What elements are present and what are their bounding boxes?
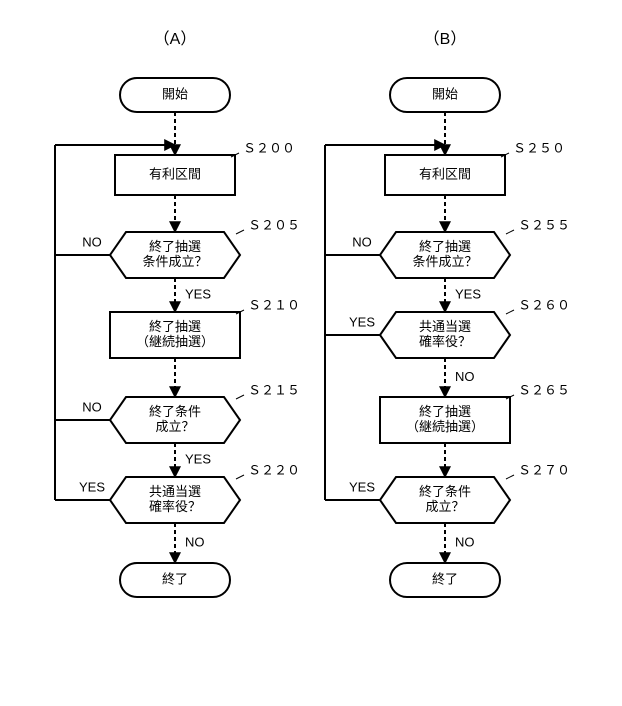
svg-text:YES: YES xyxy=(455,286,481,301)
svg-text:Ｓ２５５: Ｓ２５５ xyxy=(518,217,570,232)
svg-text:（継続抽選）: （継続抽選） xyxy=(406,419,484,434)
svg-text:確率役？: 確率役？ xyxy=(149,499,201,514)
svg-text:開始: 開始 xyxy=(432,86,458,101)
svg-text:有利区間: 有利区間 xyxy=(149,166,201,181)
svg-text:Ｓ２０５: Ｓ２０５ xyxy=(248,217,300,232)
svg-text:（継続抽選）: （継続抽選） xyxy=(136,334,214,349)
svg-text:Ｓ２６５: Ｓ２６５ xyxy=(518,382,570,397)
svg-text:Ｓ２６０: Ｓ２６０ xyxy=(518,297,570,312)
svg-text:YES: YES xyxy=(79,479,105,494)
svg-text:確率役？: 確率役？ xyxy=(419,334,471,349)
svg-text:（B）: （B） xyxy=(424,30,467,48)
svg-text:NO: NO xyxy=(455,369,475,384)
svg-text:YES: YES xyxy=(349,479,375,494)
svg-text:Ｓ２１０: Ｓ２１０ xyxy=(248,297,300,312)
svg-text:NO: NO xyxy=(455,534,475,549)
svg-text:NO: NO xyxy=(352,234,372,249)
svg-text:終了条件: 終了条件 xyxy=(149,404,201,419)
svg-text:YES: YES xyxy=(185,286,211,301)
svg-text:終了抽選: 終了抽選 xyxy=(149,319,201,334)
svg-text:条件成立？: 条件成立？ xyxy=(142,254,207,269)
svg-text:Ｓ２００: Ｓ２００ xyxy=(243,140,295,155)
svg-text:Ｓ２１５: Ｓ２１５ xyxy=(248,382,300,397)
svg-text:成立？: 成立？ xyxy=(425,499,464,514)
svg-text:終了抽選: 終了抽選 xyxy=(419,239,471,254)
svg-text:（A）: （A） xyxy=(154,30,197,48)
svg-text:有利区間: 有利区間 xyxy=(419,166,471,181)
svg-text:終了: 終了 xyxy=(432,571,458,586)
svg-text:開始: 開始 xyxy=(162,86,188,101)
svg-text:共通当選: 共通当選 xyxy=(149,484,201,499)
svg-text:Ｓ２２０: Ｓ２２０ xyxy=(248,462,300,477)
svg-text:Ｓ２５０: Ｓ２５０ xyxy=(513,140,565,155)
flowchart-canvas: （A）開始有利区間Ｓ２００終了抽選条件成立？Ｓ２０５終了抽選（継続抽選）Ｓ２１０… xyxy=(0,0,622,701)
svg-text:条件成立？: 条件成立？ xyxy=(412,254,477,269)
svg-text:YES: YES xyxy=(185,451,211,466)
svg-text:NO: NO xyxy=(185,534,205,549)
svg-text:終了: 終了 xyxy=(162,571,188,586)
svg-text:終了条件: 終了条件 xyxy=(419,484,471,499)
svg-text:共通当選: 共通当選 xyxy=(419,319,471,334)
svg-text:終了抽選: 終了抽選 xyxy=(149,239,201,254)
svg-text:終了抽選: 終了抽選 xyxy=(419,404,471,419)
svg-text:Ｓ２７０: Ｓ２７０ xyxy=(518,462,570,477)
svg-text:NO: NO xyxy=(82,234,102,249)
svg-text:成立？: 成立？ xyxy=(155,419,194,434)
svg-text:YES: YES xyxy=(349,314,375,329)
svg-text:NO: NO xyxy=(82,399,102,414)
